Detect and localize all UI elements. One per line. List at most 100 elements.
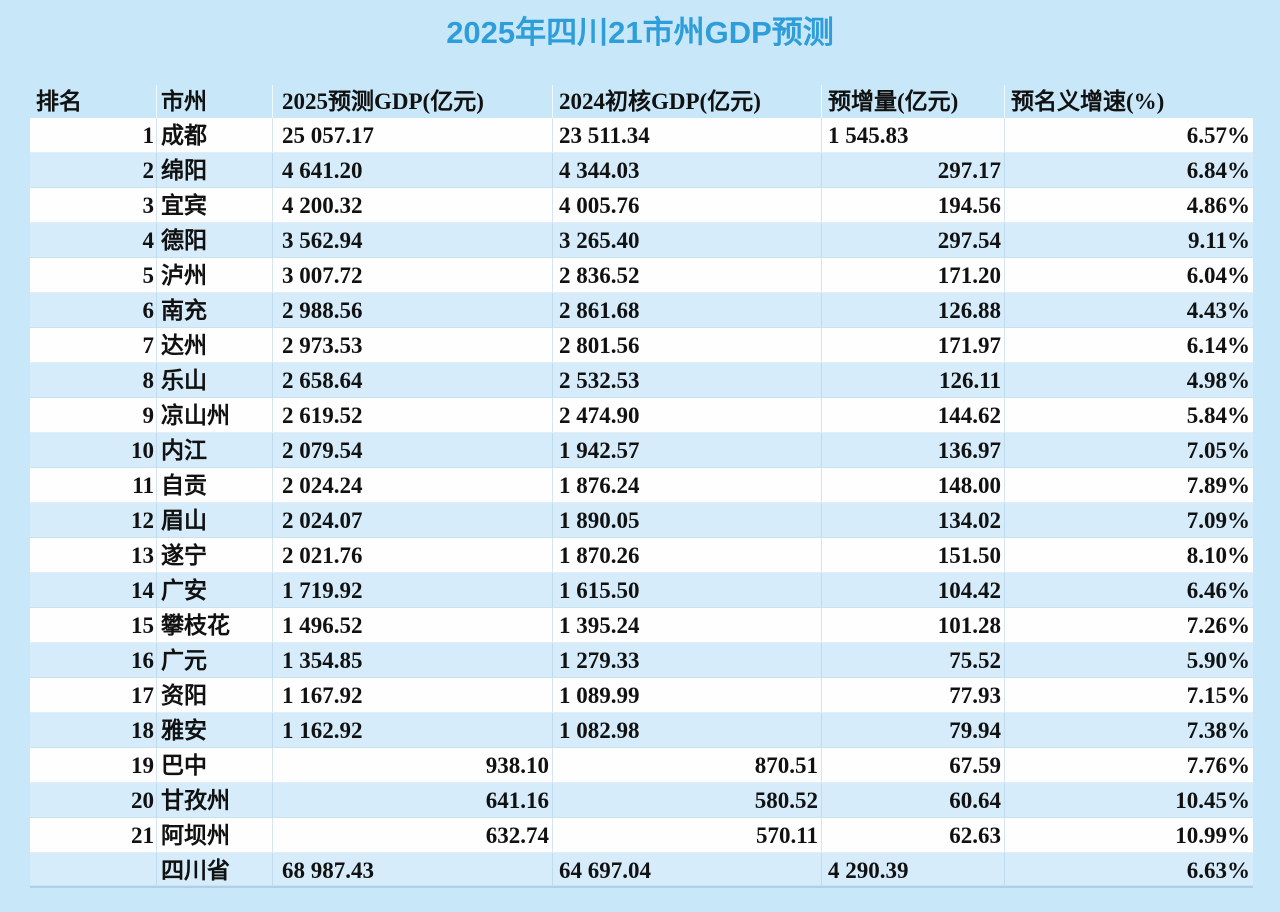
table-row: 14 广安 1 719.92 1 615.50 104.42 6.46% [30, 573, 1253, 608]
cell-rank: 20 [30, 783, 157, 818]
cell-growth: 6.84% [1005, 153, 1253, 188]
cell-city: 巴中 [157, 748, 273, 783]
cell-rank: 5 [30, 258, 157, 293]
table-row: 3 宜宾 4 200.32 4 005.76 194.56 4.86% [30, 188, 1253, 223]
cell-gdp2024: 1 870.26 [553, 538, 822, 573]
cell-city: 攀枝花 [157, 608, 273, 643]
cell-gdp2024: 64 697.04 [553, 853, 822, 886]
cell-rank: 4 [30, 223, 157, 258]
cell-rank: 14 [30, 573, 157, 608]
cell-gdp2025: 4 200.32 [273, 188, 553, 223]
cell-growth: 6.63% [1005, 853, 1253, 886]
cell-rank: 17 [30, 678, 157, 713]
header-growth: 预名义增速(%) [1011, 89, 1165, 114]
header-rank: 排名 [30, 85, 157, 118]
cell-city: 阿坝州 [157, 818, 273, 853]
cell-gdp2024: 1 615.50 [553, 573, 822, 608]
cell-increase: 171.20 [822, 258, 1005, 293]
cell-city: 凉山州 [157, 398, 273, 433]
cell-gdp2024: 1 876.24 [553, 468, 822, 503]
table-row: 13 遂宁 2 021.76 1 870.26 151.50 8.10% [30, 538, 1253, 573]
table-row: 4 德阳 3 562.94 3 265.40 297.54 9.11% [30, 223, 1253, 258]
cell-increase: 151.50 [822, 538, 1005, 573]
cell-growth: 7.76% [1005, 748, 1253, 783]
cell-gdp2025: 2 079.54 [273, 433, 553, 468]
cell-growth: 7.38% [1005, 713, 1253, 748]
cell-gdp2024: 3 265.40 [553, 223, 822, 258]
cell-growth: 7.09% [1005, 503, 1253, 538]
header-gdp2024: 2024初核GDP(亿元) [553, 85, 822, 118]
cell-increase: 101.28 [822, 608, 1005, 643]
table-body: 1 成都 25 057.17 23 511.34 1 545.83 6.57% 2 绵阳 4 6… [30, 118, 1253, 888]
cell-gdp2024: 2 474.90 [553, 398, 822, 433]
header-city: 市州 [157, 85, 273, 118]
cell-rank: 6 [30, 293, 157, 328]
cell-increase: 104.42 [822, 573, 1005, 608]
table-row: 15 攀枝花 1 496.52 1 395.24 101.28 7.26% [30, 608, 1253, 643]
cell-city: 雅安 [157, 713, 273, 748]
cell-gdp2024: 870.51 [553, 748, 822, 783]
cell-increase: 60.64 [822, 783, 1005, 818]
cell-city: 内江 [157, 433, 273, 468]
cell-gdp2024: 2 836.52 [553, 258, 822, 293]
cell-growth: 7.15% [1005, 678, 1253, 713]
cell-city: 宜宾 [157, 188, 273, 223]
cell-gdp2025: 3 007.72 [273, 258, 553, 293]
cell-increase: 79.94 [822, 713, 1005, 748]
cell-increase: 144.62 [822, 398, 1005, 433]
cell-gdp2025: 2 021.76 [273, 538, 553, 573]
cell-growth: 5.84% [1005, 398, 1253, 433]
cell-growth: 6.14% [1005, 328, 1253, 363]
cell-growth: 10.99% [1005, 818, 1253, 853]
cell-gdp2025: 2 024.24 [273, 468, 553, 503]
cell-rank: 11 [30, 468, 157, 503]
cell-growth: 7.89% [1005, 468, 1253, 503]
cell-increase: 171.97 [822, 328, 1005, 363]
cell-growth: 7.26% [1005, 608, 1253, 643]
cell-gdp2024: 1 089.99 [553, 678, 822, 713]
cell-increase: 136.97 [822, 433, 1005, 468]
header-gdp2025: 2025预测GDP(亿元) [273, 85, 553, 118]
cell-gdp2024: 23 511.34 [553, 118, 822, 153]
cell-increase: 1 545.83 [822, 118, 1005, 153]
cell-increase: 126.11 [822, 363, 1005, 398]
cell-rank: 19 [30, 748, 157, 783]
cell-gdp2024: 570.11 [553, 818, 822, 853]
cell-growth: 4.98% [1005, 363, 1253, 398]
cell-growth: 8.10% [1005, 538, 1253, 573]
table-row: 1 成都 25 057.17 23 511.34 1 545.83 6.57% [30, 118, 1253, 153]
cell-gdp2025: 1 162.92 [273, 713, 553, 748]
cell-rank: 15 [30, 608, 157, 643]
table-row: 8 乐山 2 658.64 2 532.53 126.11 4.98% [30, 363, 1253, 398]
cell-growth: 4.43% [1005, 293, 1253, 328]
page-title: 2025年四川21市州GDP预测 [446, 15, 834, 50]
table-row: 19 巴中 938.10 870.51 67.59 7.76% [30, 748, 1253, 783]
table-row: 2 绵阳 4 641.20 4 344.03 297.17 6.84% [30, 153, 1253, 188]
cell-increase: 62.63 [822, 818, 1005, 853]
cell-growth: 6.46% [1005, 573, 1253, 608]
cell-gdp2025: 632.74 [273, 818, 553, 853]
cell-increase: 67.59 [822, 748, 1005, 783]
gdp-table: 排名 市州 2025预测GDP(亿元) 2024初核GDP(亿元) 预增量(亿元… [30, 85, 1253, 888]
cell-city: 南充 [157, 293, 273, 328]
table-row: 10 内江 2 079.54 1 942.57 136.97 7.05% [30, 433, 1253, 468]
cell-gdp2025: 4 641.20 [273, 153, 553, 188]
cell-gdp2025: 68 987.43 [273, 853, 553, 886]
cell-increase: 297.17 [822, 153, 1005, 188]
cell-gdp2025: 25 057.17 [273, 118, 553, 153]
cell-gdp2025: 938.10 [273, 748, 553, 783]
total-row: 四川省 68 987.43 64 697.04 4 290.39 6.63% [30, 853, 1253, 888]
cell-gdp2024: 580.52 [553, 783, 822, 818]
table-row: 11 自贡 2 024.24 1 876.24 148.00 7.89% [30, 468, 1253, 503]
cell-city: 德阳 [157, 223, 273, 258]
cell-gdp2024: 1 942.57 [553, 433, 822, 468]
header-increase: 预增量(亿元) [822, 85, 1005, 118]
table-row: 17 资阳 1 167.92 1 089.99 77.93 7.15% [30, 678, 1253, 713]
cell-rank: 18 [30, 713, 157, 748]
header-row: 排名 市州 2025预测GDP(亿元) 2024初核GDP(亿元) 预增量(亿元… [30, 85, 1253, 118]
cell-increase: 148.00 [822, 468, 1005, 503]
cell-gdp2025: 2 973.53 [273, 328, 553, 363]
cell-gdp2025: 1 167.92 [273, 678, 553, 713]
table-row: 16 广元 1 354.85 1 279.33 75.52 5.90% [30, 643, 1253, 678]
table-row: 7 达州 2 973.53 2 801.56 171.97 6.14% [30, 328, 1253, 363]
